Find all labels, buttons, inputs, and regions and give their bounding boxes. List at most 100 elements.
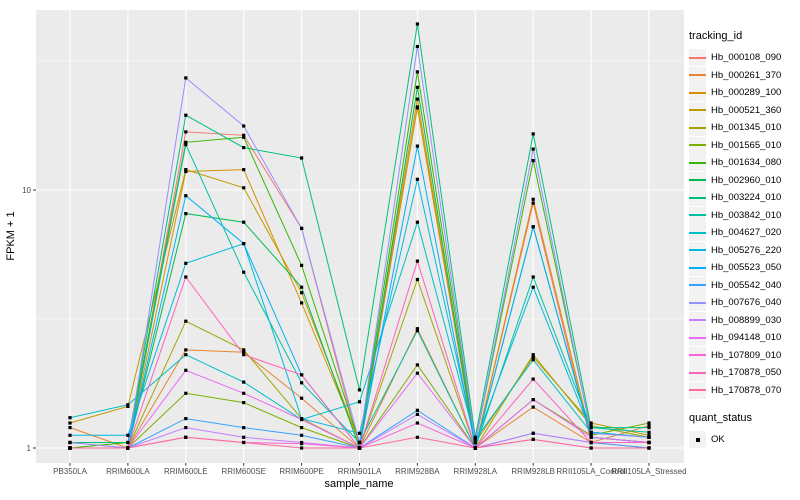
data-point: [300, 396, 304, 400]
data-point: [531, 355, 535, 359]
legend-item-label: Hb_005276_220: [711, 244, 782, 256]
legend-item-Hb_003224_010: Hb_003224_010: [689, 189, 799, 207]
legend-item-label: Hb_005523_050: [711, 262, 782, 274]
data-point: [300, 446, 304, 450]
x-axis-title: sample_name: [324, 478, 393, 490]
legend-key-line-icon: [689, 171, 706, 189]
data-point: [415, 327, 419, 331]
x-tick-label: RRIM600LE: [164, 467, 208, 476]
data-point: [589, 424, 593, 428]
data-point: [126, 446, 130, 450]
x-tick-label: RRIM600LA: [106, 467, 150, 476]
x-tick-label: RRIM600SE: [221, 467, 265, 476]
data-point: [242, 350, 246, 354]
data-point: [184, 348, 188, 352]
data-point: [589, 440, 593, 445]
data-point: [357, 431, 362, 435]
data-point: [473, 437, 477, 441]
data-point: [184, 76, 188, 80]
data-point: [415, 277, 419, 282]
data-point: [589, 426, 593, 430]
legend-item-Hb_000289_100: Hb_000289_100: [689, 84, 799, 102]
legend-key-line-icon: [689, 154, 706, 172]
legend-key-line-icon: [689, 276, 706, 294]
data-point: [415, 421, 419, 425]
legend-key-line-icon: [689, 311, 706, 329]
data-point: [415, 144, 419, 148]
data-point: [300, 417, 304, 422]
y-axis-title: FPKM + 1: [5, 211, 17, 260]
legend-key-square-icon: [689, 431, 706, 449]
data-point: [415, 220, 419, 224]
x-tick-label: RRII105LA_Control: [556, 467, 626, 476]
legend-item-Hb_170878_070: Hb_170878_070: [689, 381, 799, 400]
x-tick-label: RRIM901LA: [338, 467, 382, 476]
data-point: [242, 186, 246, 190]
legend-item-Hb_008899_030: Hb_008899_030: [689, 311, 799, 330]
x-tick-label: RRIM600PE: [279, 467, 323, 476]
data-point: [300, 263, 304, 267]
data-point: [242, 435, 246, 439]
data-point: [473, 446, 477, 450]
data-point: [300, 301, 304, 305]
data-point: [415, 371, 419, 375]
x-tick-label: PB350LA: [53, 467, 87, 476]
legend-key-line-icon: [689, 364, 706, 382]
data-point: [184, 435, 188, 439]
legend-item-Hb_000521_360: Hb_000521_360: [689, 101, 799, 120]
legend-item-label: Hb_005542_040: [711, 279, 782, 291]
legend-items-tracking-id: Hb_000108_090 Hb_000261_370 Hb_000289_100 H…: [689, 49, 799, 399]
data-point: [415, 408, 419, 412]
legend-item-Hb_001634_080: Hb_001634_080: [689, 154, 799, 172]
data-point: [589, 435, 593, 439]
plot-panel: 1 10 PB350LA RRIM600LA RRIM600LE RRIM600SE RRI…: [22, 10, 687, 476]
data-point: [300, 291, 304, 295]
data-point: [415, 435, 419, 439]
legend-key-line-icon: [689, 49, 706, 67]
data-point: [242, 426, 246, 430]
x-tick-label: RRII105LA_Stressed: [611, 467, 686, 476]
data-point: [300, 381, 304, 385]
legend-item-Hb_002960_010: Hb_002960_010: [689, 171, 799, 190]
legend-item-label: Hb_001565_010: [711, 139, 782, 151]
data-point: [531, 159, 535, 163]
data-point: [300, 426, 304, 430]
legend-item-label: Hb_000521_360: [711, 104, 782, 116]
data-point: [68, 440, 72, 445]
legend-item-Hb_005276_220: Hb_005276_220: [689, 241, 799, 260]
legend-item-Hb_005542_040: Hb_005542_040: [689, 276, 799, 295]
legend-key-line-icon: [689, 329, 706, 347]
data-point: [300, 433, 304, 437]
data-point: [531, 405, 535, 409]
data-point: [415, 363, 419, 367]
legend-items-quant-status: OK: [689, 431, 799, 449]
legend-key-line-icon: [689, 101, 706, 119]
legend-key-line-icon: [689, 119, 706, 137]
data-point: [68, 426, 72, 430]
legend-item-label: Hb_170878_050: [711, 367, 782, 379]
data-point: [68, 433, 72, 437]
legend-title-tracking-id: tracking_id: [689, 30, 743, 42]
data-point: [68, 421, 72, 425]
data-point: [184, 417, 188, 421]
data-point: [473, 440, 477, 445]
data-point: [415, 106, 419, 110]
legend-item-Hb_004627_020: Hb_004627_020: [689, 224, 799, 242]
legend-item-label: Hb_007676_040: [711, 297, 782, 309]
legend: tracking_id Hb_000108_090 Hb_000261_370 Hb…: [689, 29, 799, 449]
data-point: [242, 220, 246, 224]
legend-item-label: Hb_094148_010: [711, 332, 782, 344]
x-tick-label: RRIM928LB: [511, 467, 555, 476]
data-point: [184, 275, 188, 279]
data-point: [415, 259, 419, 263]
data-point: [184, 168, 188, 172]
legend-item-label: Hb_001634_080: [711, 157, 782, 169]
legend-item-Hb_005523_050: Hb_005523_050: [689, 259, 799, 277]
data-point: [68, 446, 72, 450]
data-point: [242, 124, 246, 128]
legend-item-Hb_170878_050: Hb_170878_050: [689, 364, 799, 382]
data-point: [589, 433, 593, 437]
legend-item-label: Hb_000108_090: [711, 52, 782, 64]
